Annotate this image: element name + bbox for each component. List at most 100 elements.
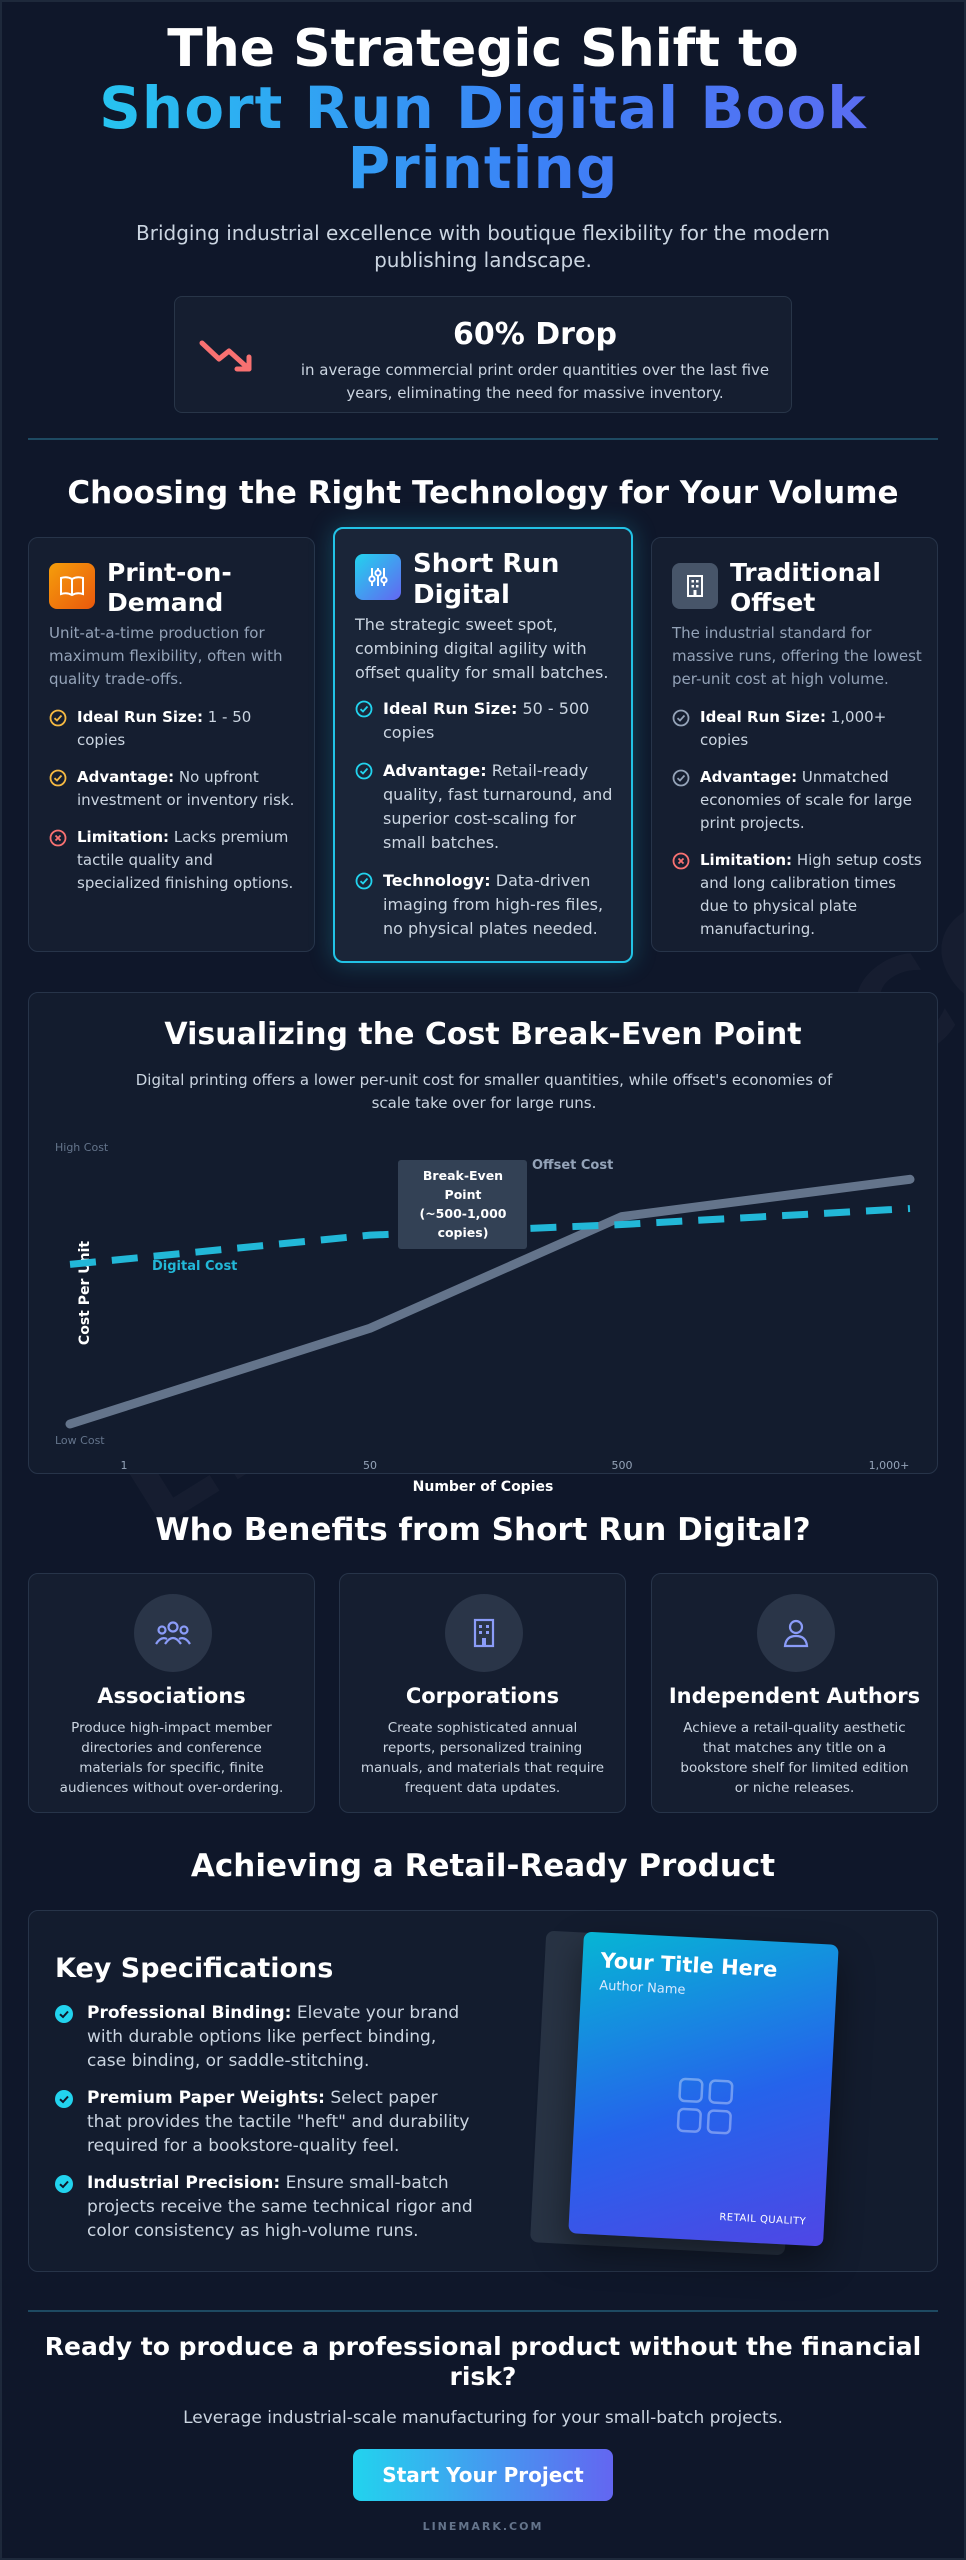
series-label-offset: Offset Cost: [532, 1158, 613, 1173]
stat-value: 60% Drop: [452, 317, 618, 352]
audience-card-associations: Associations Produce high-impact member …: [28, 1573, 315, 1813]
hero-subtitle: Bridging industrial excellence with bout…: [136, 221, 830, 272]
item-label: Ideal Run Size:: [700, 708, 826, 726]
divider: [28, 438, 938, 440]
tech-card-item: Ideal Run Size: 1 - 50 copies: [49, 706, 299, 752]
offset-cost-line: [65, 1174, 915, 1429]
tech-card-title: Short Run Digital: [413, 549, 560, 610]
item-text: High setup costs and long calibration ti…: [700, 851, 922, 938]
spec-label: Professional Binding:: [87, 2003, 292, 2023]
retail-section-title: Achieving a Retail-Ready Product: [190, 1848, 776, 1884]
x-circle-icon: [49, 829, 67, 847]
check-circle-icon: [672, 709, 690, 727]
tech-card-description: The industrial standard for massive runs…: [672, 624, 922, 688]
stat-description: in average commercial print order quanti…: [300, 361, 770, 402]
y-top-label: High Cost: [55, 1141, 109, 1154]
hero-title-line1: The Strategic Shift to: [167, 19, 799, 79]
x-tick-label: 500: [612, 1459, 633, 1472]
tech-card-description: Unit-at-a-time production for maximum fl…: [49, 624, 283, 688]
tech-card-item: Advantage: No upfront investment or inve…: [49, 766, 299, 812]
building-icon: [672, 563, 718, 609]
annotation-text: (~500-1,000: [419, 1206, 506, 1221]
check-circle-icon: [55, 2005, 73, 2023]
spec-text: Elevate your brand with durable options …: [87, 2003, 460, 2071]
item-label: Ideal Run Size:: [383, 699, 518, 718]
audience-card-title: Corporations: [405, 1684, 560, 1708]
check-circle-icon: [355, 762, 373, 780]
audience-card-corporations: Corporations Create sophisticated annual…: [339, 1573, 626, 1813]
item-text: 50 - 500 copies: [383, 699, 590, 742]
spec-item: Professional Binding: Elevate your brand…: [55, 2001, 475, 2073]
x-axis-label: Number of Copies: [413, 1479, 554, 1495]
item-text: 1,000+ copies: [700, 708, 887, 749]
item-label: Ideal Run Size:: [77, 708, 203, 726]
check-circle-icon: [672, 769, 690, 787]
tech-card-item: Limitation: Lacks premium tactile qualit…: [49, 826, 299, 895]
book-badge: RETAIL QUALITY: [719, 2212, 807, 2228]
annotation-text: Point: [445, 1187, 482, 1202]
annotation-text: copies): [438, 1225, 489, 1240]
x-tick-label: 50: [363, 1459, 377, 1472]
cta-title: Ready to produce a professional product …: [44, 2332, 922, 2391]
cta-subtitle: Leverage industrial-scale manufacturing …: [183, 2408, 783, 2428]
item-label: Limitation:: [700, 851, 793, 869]
check-circle-icon: [355, 700, 373, 718]
audience-card-title: Associations: [97, 1684, 246, 1708]
book-title: Your Title Here: [599, 1948, 779, 1982]
tech-card-title: Traditional Offset: [730, 558, 881, 617]
item-label: Advantage:: [77, 768, 175, 786]
spec-text: Ensure small-batch projects receive the …: [87, 2173, 473, 2241]
start-project-button[interactable]: Start Your Project: [353, 2449, 613, 2501]
check-circle-icon: [55, 2090, 73, 2108]
tech-card-title: Print-on-Demand: [107, 558, 232, 617]
tech-card-traditional-offset: Traditional Offset The industrial standa…: [651, 537, 938, 952]
series-label-digital: Digital Cost: [152, 1259, 237, 1274]
spec-label: Premium Paper Weights:: [87, 2088, 325, 2108]
item-label: Advantage:: [383, 761, 487, 780]
tech-card-print-on-demand: Print-on-Demand Unit-at-a-time productio…: [28, 537, 315, 952]
tech-card-item: Advantage: Unmatched economies of scale …: [672, 766, 922, 835]
tech-card-item: Limitation: High setup costs and long ca…: [672, 849, 922, 941]
tech-card-short-run-digital: Short Run Digital The strategic sweet sp…: [333, 527, 633, 963]
audience-card-independent-authors: Independent Authors Achieve a retail-qua…: [651, 1573, 938, 1813]
x-tick-label: 1,000+: [869, 1459, 910, 1472]
audience-card-title: Independent Authors: [668, 1684, 921, 1708]
check-circle-icon: [49, 769, 67, 787]
footer-brand: LINEMARK.COM: [422, 2520, 544, 2533]
tech-card-item: Ideal Run Size: 1,000+ copies: [672, 706, 922, 752]
item-text: Lacks premium tactile quality and specia…: [77, 828, 294, 892]
audience-card-text: Produce high-impact member directories a…: [59, 1720, 284, 1796]
item-text: 1 - 50 copies: [77, 708, 252, 749]
x-circle-icon: [672, 852, 690, 870]
specs-title: Key Specifications: [55, 1953, 334, 1984]
tech-card-description: The strategic sweet spot, combining digi…: [355, 615, 609, 682]
item-text: Data-driven imaging from high-res files,…: [383, 871, 604, 938]
book-author: Author Name: [598, 1978, 686, 1998]
hero: The Strategic Shift to Short Run Digital…: [0, 20, 966, 274]
item-text: Unmatched economies of scale for large p…: [700, 768, 912, 832]
tech-card-item: Technology: Data-driven imaging from hig…: [355, 869, 617, 941]
annotation-box: [398, 1160, 527, 1249]
specs-panel: Key Specifications Professional Binding:…: [28, 1910, 938, 2272]
cost-chart: High Cost Low Cost Cost Per Unit Number of …: [55, 1141, 915, 1495]
tech-card-item: Advantage: Retail-ready quality, fast tu…: [355, 759, 617, 855]
spec-label: Industrial Precision:: [87, 2173, 281, 2193]
check-circle-icon: [355, 872, 373, 890]
check-circle-icon: [49, 709, 67, 727]
spec-item: Premium Paper Weights: Select paper that…: [55, 2086, 475, 2158]
item-label: Limitation:: [77, 828, 170, 846]
users-icon: [134, 1594, 212, 1672]
stat-card: 60% Drop in average commercial print ord…: [174, 296, 792, 413]
audience-card-text: Achieve a retail-quality aesthetic that …: [680, 1720, 909, 1796]
check-circle-icon: [55, 2175, 73, 2193]
hero-title-line2: Short Run Digital Book: [0, 78, 966, 138]
y-bottom-label: Low Cost: [55, 1434, 105, 1447]
audience-section-title: Who Benefits from Short Run Digital?: [155, 1512, 811, 1548]
user-icon: [757, 1594, 835, 1672]
building-icon: [445, 1594, 523, 1672]
spec-text: Select paper that provides the tactile "…: [87, 2088, 470, 2156]
divider: [28, 2310, 938, 2312]
audience-card-text: Create sophisticated annual reports, per…: [360, 1720, 605, 1796]
book-cover: Your Title Here Author Name RETAIL QUALI…: [568, 1931, 839, 2247]
book-icon: [49, 563, 95, 609]
